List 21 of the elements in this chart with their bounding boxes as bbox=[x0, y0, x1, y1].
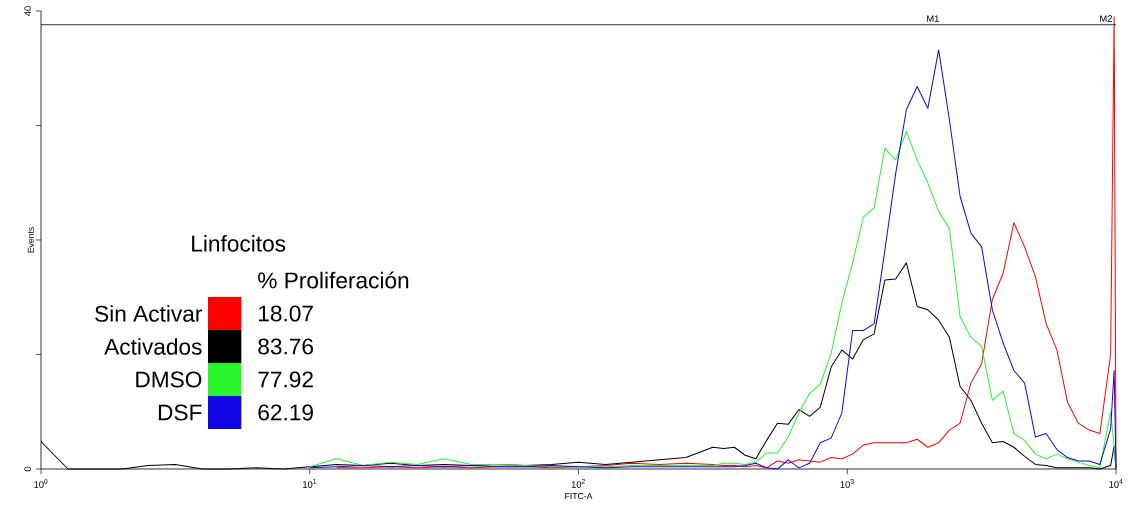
annotation: % Proliferación bbox=[258, 271, 409, 289]
annotation: 83.76 bbox=[258, 338, 313, 355]
y-tick-label: 40 bbox=[24, 6, 31, 16]
x-tick-label: 10$^{2}$ bbox=[571, 479, 585, 488]
x-tick-label: 10$^{1}$ bbox=[303, 479, 317, 488]
legend-label: Activados bbox=[104, 338, 202, 355]
annotation: M1 bbox=[927, 15, 939, 22]
legend-label: Sin Activar bbox=[95, 305, 202, 322]
y-axis-title: Events bbox=[27, 227, 34, 253]
annotation: 77.92 bbox=[258, 371, 313, 388]
y-tick-label: 0 bbox=[24, 466, 31, 472]
legend-label: DSF bbox=[158, 404, 202, 421]
x-tick-label: 10$^{0}$ bbox=[34, 479, 48, 488]
annotation: M2 bbox=[1100, 15, 1112, 22]
annotation: 62.19 bbox=[258, 404, 313, 421]
x-tick-label: 10$^{4}$ bbox=[1109, 479, 1123, 488]
x-tick-label: 10$^{3}$ bbox=[840, 479, 854, 488]
legend-title: Linfocitos bbox=[192, 235, 286, 252]
annotation: 18.07 bbox=[259, 305, 313, 322]
x-axis-title: FITC-A bbox=[565, 492, 593, 500]
legend-label: DMSO bbox=[136, 371, 202, 388]
